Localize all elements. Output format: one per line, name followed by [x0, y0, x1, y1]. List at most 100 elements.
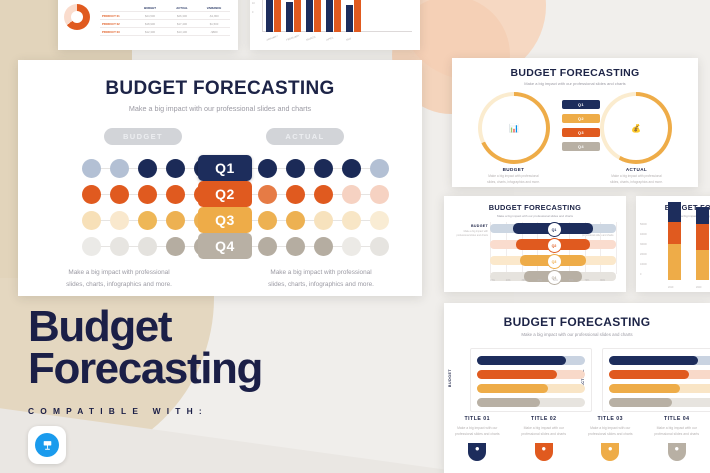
slide-main-budget-forecasting[interactable]: BUDGET FORECASTING Make a big impact wit…	[18, 60, 422, 296]
quarter-dot[interactable]	[82, 159, 101, 178]
hbar-knob-q3[interactable]: Q3	[546, 254, 562, 269]
titles-columns: TITLE 01 Make a big impact with our profes…	[444, 416, 710, 461]
donut-budget[interactable]: 📊	[478, 92, 550, 164]
quarter-dot[interactable]	[370, 211, 389, 230]
legend-item-q4[interactable]: Q4	[562, 142, 600, 151]
quarter-dot[interactable]	[342, 159, 361, 178]
titles-slide-title: BUDGET FORECASTING	[503, 315, 651, 329]
quarter-dot[interactable]	[286, 185, 305, 204]
hbar-x-tick: 70%	[584, 279, 590, 282]
quarter-dot[interactable]	[166, 237, 185, 256]
quarter-dot[interactable]	[82, 211, 101, 230]
quarter-dot[interactable]	[258, 237, 277, 256]
quarter-dot[interactable]	[110, 211, 129, 230]
quarter-label-q3[interactable]: Q3	[198, 207, 252, 233]
title-bar-fill[interactable]	[477, 370, 557, 379]
quarter-dot[interactable]	[314, 211, 333, 230]
title-bar-fill[interactable]	[477, 356, 566, 365]
table-row[interactable]: PRODUCT 03 $12,300 $13,100 -$800	[100, 28, 230, 36]
quarter-dot[interactable]	[110, 237, 129, 256]
title-column[interactable]: TITLE 02 Make a big impact with our profes…	[511, 416, 578, 461]
bar[interactable]	[354, 0, 361, 32]
bar[interactable]	[334, 0, 341, 32]
title-column[interactable]: TITLE 03 Make a big impact with our profes…	[577, 416, 644, 461]
quarter-dot[interactable]	[258, 159, 277, 178]
slide-grouped-bars[interactable]: JANUARYFEBRUARYMARCHAPRILMAY807060504030…	[250, 0, 420, 50]
slide-stacked-columns[interactable]: BUDGET FORECASTING Make a big impact wit…	[636, 196, 710, 292]
quarter-label-q2[interactable]: Q2	[198, 181, 252, 207]
title-column[interactable]: TITLE 04 Make a big impact with our profes…	[644, 416, 710, 461]
slide-titles-overview[interactable]: BUDGET FORECASTING Make a big impact wit…	[444, 303, 710, 473]
bar[interactable]	[306, 0, 313, 32]
donut-footer-budget: BUDGET Make a big impact with profession…	[487, 167, 540, 184]
quarter-dot[interactable]	[370, 185, 389, 204]
hbar-knob-q2[interactable]: Q2	[546, 238, 562, 253]
hbar-knob-q4[interactable]: Q4	[546, 270, 562, 285]
quarter-dot[interactable]	[258, 185, 277, 204]
legend-item-q2[interactable]: Q2	[562, 114, 600, 123]
quarter-dot[interactable]	[286, 211, 305, 230]
quarter-dot[interactable]	[166, 211, 185, 230]
hbar-slide-title: BUDGET FORECASTING	[488, 203, 582, 212]
budget-pill[interactable]: BUDGET	[104, 128, 182, 145]
quarter-dot[interactable]	[342, 237, 361, 256]
quarter-dot[interactable]	[138, 237, 157, 256]
title-bar-fill[interactable]	[609, 356, 698, 365]
quarter-dot[interactable]	[82, 237, 101, 256]
quarter-dot[interactable]	[286, 159, 305, 178]
title-bar-track	[609, 356, 710, 365]
donut-actual[interactable]: 💰	[600, 92, 672, 164]
quarter-dot[interactable]	[82, 185, 101, 204]
stacked-column[interactable]	[696, 207, 709, 280]
legend-item-q1[interactable]: Q1	[562, 100, 600, 109]
title-bar-fill[interactable]	[477, 398, 540, 407]
table-row[interactable]: PRODUCT 01 $24,500 $26,300 -$1,800	[100, 12, 230, 20]
quarter-dot[interactable]	[138, 185, 157, 204]
title-bar-fill[interactable]	[609, 370, 689, 379]
title-column[interactable]: TITLE 01 Make a big impact with our profes…	[444, 416, 511, 461]
stacked-segment	[668, 222, 681, 244]
quarter-dot[interactable]	[286, 237, 305, 256]
bar[interactable]	[346, 5, 353, 32]
x-tick-label: JANUARY	[266, 34, 279, 42]
actual-pill[interactable]: ACTUAL	[266, 128, 344, 145]
quarter-dot[interactable]	[138, 159, 157, 178]
bar[interactable]	[286, 2, 293, 32]
quarter-dot[interactable]	[258, 211, 277, 230]
table-row[interactable]: PRODUCT 02 $18,900 $17,400 $1,500	[100, 20, 230, 28]
donut-actual-center-icon: 💰	[624, 116, 648, 140]
bar[interactable]	[314, 0, 321, 32]
quarter-dot[interactable]	[166, 159, 185, 178]
stacked-column[interactable]	[668, 202, 681, 280]
donut-budget-center-icon: 📊	[502, 116, 526, 140]
quarter-dot[interactable]	[370, 237, 389, 256]
bar[interactable]	[274, 0, 281, 32]
stack-x-tick: 2019	[668, 286, 674, 289]
quarter-dot[interactable]	[314, 237, 333, 256]
quarter-label-q1[interactable]: Q1	[198, 155, 252, 181]
quarter-label-q4[interactable]: Q4	[198, 233, 252, 259]
quarter-dot[interactable]	[166, 185, 185, 204]
slide-donut-comparison[interactable]: BUDGET FORECASTING Make a big impact wit…	[452, 58, 698, 187]
hbar-knob-q1[interactable]: Q1	[546, 222, 562, 237]
slide-budget-table[interactable]: PLANNED BUDGET - BUDGET ACTUAL VARIANCE …	[58, 0, 238, 50]
quarter-dot[interactable]	[314, 185, 333, 204]
quarter-dot[interactable]	[370, 159, 389, 178]
bar[interactable]	[266, 0, 273, 32]
title-bar-fill[interactable]	[609, 398, 672, 407]
quarter-dot[interactable]	[314, 159, 333, 178]
title-bar-fill[interactable]	[609, 384, 681, 393]
quarter-dot[interactable]	[110, 185, 129, 204]
legend-item-q3[interactable]: Q3	[562, 128, 600, 137]
quarter-dot[interactable]	[342, 211, 361, 230]
slide-hbar-comparison[interactable]: BUDGET FORECASTING Make a big impact wit…	[444, 196, 626, 292]
quarter-dot[interactable]	[138, 211, 157, 230]
title-bar-track	[477, 356, 585, 365]
bar[interactable]	[326, 0, 333, 32]
keynote-icon[interactable]	[28, 426, 66, 465]
quarter-dot[interactable]	[342, 185, 361, 204]
title-bar-fill[interactable]	[477, 384, 549, 393]
bar[interactable]	[294, 0, 301, 32]
quarter-dot[interactable]	[110, 159, 129, 178]
titles-panel-budget	[470, 348, 592, 412]
